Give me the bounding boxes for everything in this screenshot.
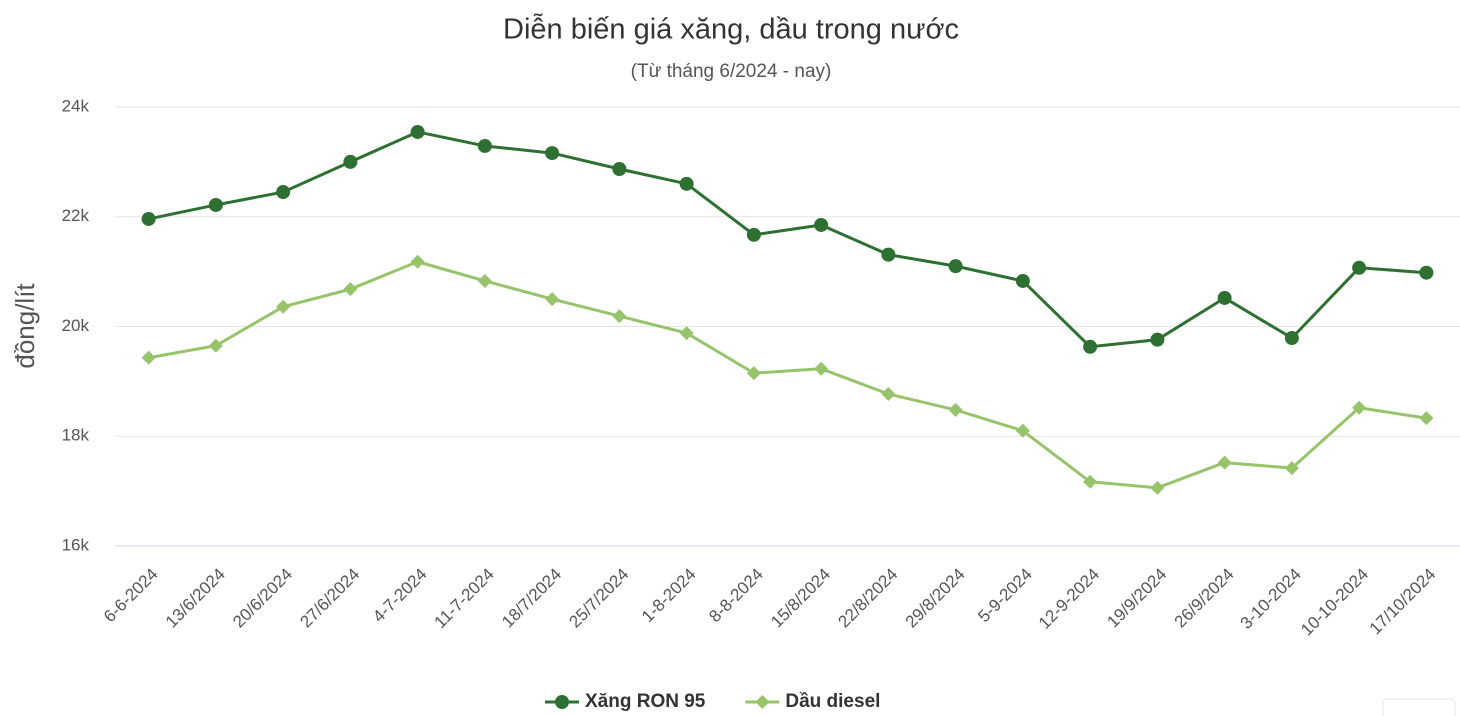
data-point: [612, 162, 627, 177]
data-point: [410, 254, 425, 269]
data-point: [276, 185, 291, 200]
data-point: [679, 326, 694, 341]
chart-title: Diễn biến giá xăng, dầu trong nước: [503, 13, 959, 46]
data-point: [1015, 273, 1030, 288]
x-tick-label: 13/6/2024: [162, 565, 229, 632]
data-point: [1083, 474, 1098, 489]
series-line: [148, 260, 1427, 490]
data-point: [410, 124, 425, 139]
legend-label: Dầu diesel: [785, 691, 880, 712]
data-point: [276, 299, 291, 314]
x-tick-label: 4-7-2024: [369, 565, 431, 627]
data-point: [1284, 461, 1299, 476]
x-tick-label: 6-6-2024: [100, 565, 162, 627]
x-tick-label: 19/9/2024: [1103, 565, 1170, 632]
data-point: [1217, 455, 1232, 470]
data-point: [208, 338, 223, 353]
x-tick-label: 15/8/2024: [767, 565, 834, 632]
data-point: [814, 361, 829, 376]
x-tick-label: 26/9/2024: [1171, 565, 1238, 632]
data-point: [881, 386, 896, 401]
x-tick-label: 8-8-2024: [705, 565, 767, 627]
data-point: [1352, 400, 1367, 415]
x-tick-label: 27/6/2024: [296, 565, 363, 632]
y-tick-label: 20k: [62, 316, 90, 335]
data-point: [1217, 290, 1232, 305]
data-point: [1419, 265, 1434, 280]
data-point: [814, 217, 829, 232]
data-point: [343, 282, 358, 297]
x-tick-label: 22/8/2024: [834, 565, 901, 632]
x-tick-label: 3-10-2024: [1237, 565, 1305, 633]
x-tick-label: 10-10-2024: [1297, 565, 1372, 640]
legend-marker: [755, 695, 770, 709]
y-axis-label: đồng/lít: [10, 283, 40, 369]
legend-label: Xăng RON 95: [585, 691, 706, 712]
data-point: [746, 366, 761, 381]
data-point: [545, 146, 560, 161]
data-point: [343, 154, 358, 169]
legend-marker: [555, 695, 569, 709]
data-point: [881, 247, 896, 262]
data-point: [141, 350, 156, 365]
x-tick-label: 29/8/2024: [902, 565, 969, 632]
data-point: [746, 227, 761, 242]
series-line: [148, 130, 1427, 349]
y-tick-label: 18k: [62, 426, 90, 445]
legend-item: Xăng RON 95: [545, 691, 706, 712]
data-point: [1419, 411, 1434, 426]
data-point: [679, 176, 694, 191]
data-point: [1015, 423, 1030, 438]
y-tick-label: 16k: [62, 535, 90, 554]
data-point: [1150, 480, 1165, 495]
data-point: [948, 259, 963, 274]
data-point: [141, 211, 156, 226]
x-tick-label: 18/7/2024: [498, 565, 565, 632]
x-tick-label: 1-8-2024: [638, 565, 700, 627]
x-tick-label: 25/7/2024: [565, 565, 632, 632]
data-point: [545, 292, 560, 307]
data-point: [477, 138, 492, 153]
chart-subtitle: (Từ tháng 6/2024 - nay): [631, 61, 832, 82]
data-point: [477, 273, 492, 288]
data-point: [948, 402, 963, 417]
data-point: [1150, 332, 1165, 347]
x-tick-label: 17/10/2024: [1366, 565, 1440, 639]
data-point: [1083, 339, 1098, 354]
data-point: [208, 197, 223, 212]
x-tick-label: 20/6/2024: [229, 565, 296, 632]
export-button[interactable]: [1382, 698, 1456, 716]
x-tick-label: 11-7-2024: [431, 565, 498, 632]
y-tick-label: 24k: [62, 96, 90, 115]
y-tick-label: 22k: [62, 206, 90, 225]
data-point: [612, 309, 627, 324]
data-point: [1284, 331, 1299, 346]
x-tick-label: 5-9-2024: [974, 565, 1036, 627]
data-point: [1352, 260, 1367, 275]
x-tick-label: 12-9-2024: [1035, 565, 1103, 633]
